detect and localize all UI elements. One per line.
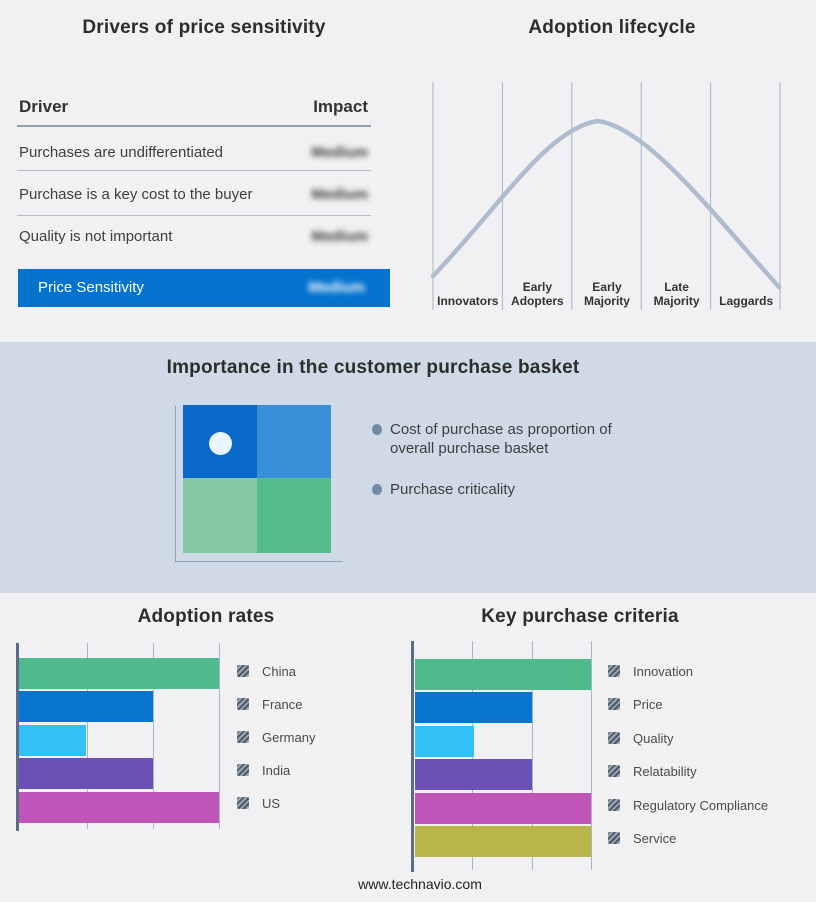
website-url: www.technavio.com bbox=[358, 876, 482, 892]
bar-us bbox=[19, 792, 219, 823]
bar-china bbox=[19, 658, 219, 689]
driver-row-text: Purchases are undifferentiated bbox=[19, 144, 224, 161]
legend-item-innovation: Innovation bbox=[608, 663, 693, 679]
gridline bbox=[153, 643, 154, 829]
adoption-lifecycle-chart bbox=[430, 82, 782, 310]
purchase-basket-band bbox=[0, 342, 816, 593]
gridline bbox=[591, 641, 592, 870]
legend-item-france: France bbox=[237, 696, 302, 712]
bell-curve bbox=[430, 118, 782, 290]
stage-late-majority: Late Majority bbox=[653, 280, 700, 308]
bar-innovation bbox=[415, 659, 591, 690]
lifecycle-gridlines bbox=[432, 82, 781, 310]
gridline bbox=[87, 643, 88, 829]
legend-swatch-icon bbox=[608, 732, 620, 744]
legend-swatch-icon bbox=[237, 665, 249, 677]
legend-swatch-icon bbox=[237, 698, 249, 710]
legend-item-us: US bbox=[237, 795, 280, 811]
quadrant-bottom-right bbox=[257, 478, 331, 553]
stage-early-adopters: Early Adopters bbox=[511, 280, 564, 308]
legend-item-india: India bbox=[237, 762, 290, 778]
impact-value-blurred: Medium bbox=[308, 279, 365, 296]
stage-laggards: Laggards bbox=[719, 294, 774, 308]
drivers-panel-title: Drivers of price sensitivity bbox=[82, 17, 326, 38]
quadrant-x-axis bbox=[175, 561, 343, 562]
bar-price bbox=[415, 692, 532, 723]
gridline bbox=[532, 641, 533, 870]
table-row-divider bbox=[17, 215, 371, 216]
legend-swatch-icon bbox=[608, 832, 620, 844]
legend-item-quality: Quality bbox=[608, 730, 673, 746]
bar-quality bbox=[415, 726, 474, 757]
gridline bbox=[219, 643, 220, 829]
legend-swatch-icon bbox=[608, 665, 620, 677]
legend-swatch-icon bbox=[608, 698, 620, 710]
price-sensitivity-highlight-row: Price Sensitivity Medium bbox=[18, 269, 390, 307]
quadrant-bottom-left bbox=[183, 478, 257, 553]
legend-item-germany: Germany bbox=[237, 729, 315, 745]
table-header-divider bbox=[17, 125, 371, 127]
driver-row-text: Quality is not important bbox=[19, 228, 173, 245]
impact-value-blurred: Medium bbox=[311, 186, 368, 203]
price-sensitivity-label: Price Sensitivity bbox=[38, 279, 144, 296]
criteria-y-axis bbox=[411, 641, 414, 872]
quadrant-y-axis bbox=[175, 406, 176, 562]
legend-item-china: China bbox=[237, 663, 296, 679]
impact-column-header: Impact bbox=[313, 97, 368, 116]
basket-bullet-text: Purchase criticality bbox=[390, 481, 516, 498]
lifecycle-panel-title: Adoption lifecycle bbox=[528, 17, 696, 38]
bar-regulatory-compliance bbox=[415, 793, 591, 824]
legend-item-relatability: Relatability bbox=[608, 763, 697, 779]
stage-early-majority: Early Majority bbox=[583, 280, 630, 308]
bar-germany bbox=[19, 725, 86, 756]
legend-swatch-icon bbox=[608, 799, 620, 811]
impact-value-blurred: Medium bbox=[311, 228, 368, 245]
bar-france bbox=[19, 691, 153, 722]
adoption-rates-title: Adoption rates bbox=[137, 606, 275, 627]
bullet-icon bbox=[372, 424, 382, 435]
table-row-divider bbox=[17, 170, 371, 171]
driver-column-header: Driver bbox=[19, 97, 69, 116]
quadrant-top-right bbox=[257, 405, 331, 478]
key-purchase-criteria-title: Key purchase criteria bbox=[481, 606, 679, 627]
basket-bullet-text: Cost of purchase as proportion of overal… bbox=[390, 421, 612, 457]
legend-item-service: Service bbox=[608, 830, 676, 846]
legend-swatch-icon bbox=[237, 764, 249, 776]
adoption-rates-y-axis bbox=[16, 643, 19, 831]
lifecycle-stage-labels: Innovators Early Adopters Early Majority… bbox=[433, 268, 781, 308]
legend-item-regulatory-compliance: Regulatory Compliance bbox=[608, 797, 768, 813]
highlight-dot-icon bbox=[209, 432, 232, 455]
legend-swatch-icon bbox=[608, 765, 620, 777]
impact-value-blurred: Medium bbox=[311, 144, 368, 161]
bar-relatability bbox=[415, 759, 532, 790]
bar-service bbox=[415, 826, 591, 857]
bullet-icon bbox=[372, 484, 382, 495]
basket-title: Importance in the customer purchase bask… bbox=[166, 357, 580, 378]
stage-innovators: Innovators bbox=[437, 294, 499, 308]
driver-row-text: Purchase is a key cost to the buyer bbox=[19, 186, 253, 203]
legend-swatch-icon bbox=[237, 731, 249, 743]
legend-item-price: Price bbox=[608, 696, 663, 712]
bar-india bbox=[19, 758, 153, 789]
legend-swatch-icon bbox=[237, 797, 249, 809]
